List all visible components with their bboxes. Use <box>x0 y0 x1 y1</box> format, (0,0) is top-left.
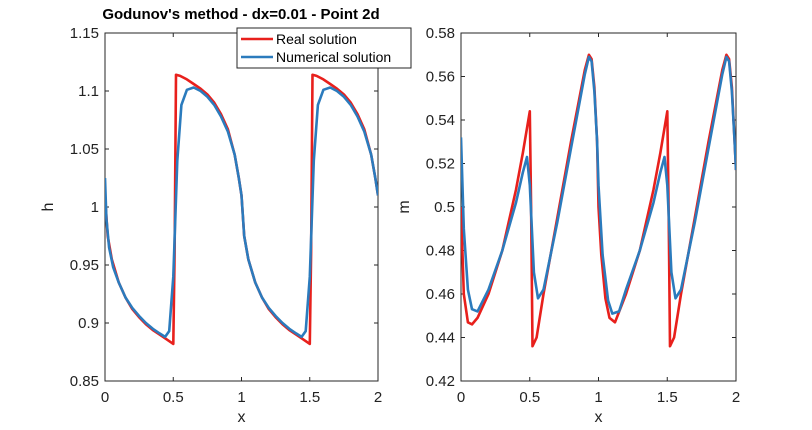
series-line-numerical-m <box>461 55 736 315</box>
y-tick-label: 0.46 <box>426 286 455 303</box>
y-axis-label: h <box>40 203 57 212</box>
x-tick-label: 0.5 <box>163 389 184 406</box>
y-tick-label: 0.42 <box>426 373 455 390</box>
x-tick-label: 2 <box>374 389 382 406</box>
plot-m: 0 0.5 1 1.5 2 0.42 0.44 0.46 0.48 0.5 0.52 0.54 0.56… <box>396 25 740 426</box>
x-tick-label: 2 <box>732 389 740 406</box>
y-tick-label: 1.15 <box>70 25 99 42</box>
y-tick-label: 0.58 <box>426 25 455 42</box>
x-axis-label: x <box>238 409 246 426</box>
y-tick-label: 0.85 <box>70 373 99 390</box>
y-tick-label: 0.95 <box>70 257 99 274</box>
y-tick-label: 0.44 <box>426 330 455 347</box>
y-tick-label: 0.9 <box>78 315 99 332</box>
x-tick-label: 1 <box>237 389 245 406</box>
plot-h: 0 0.5 1 1.5 2 0.85 0.9 0.95 1 1.05 1.1 1.15 x h Goduno… <box>40 6 412 426</box>
y-tick-label: 0.5 <box>434 199 455 216</box>
y-tick-label: 1 <box>91 199 99 216</box>
y-tick-label: 0.54 <box>426 112 455 129</box>
x-tick-label: 0 <box>457 389 465 406</box>
legend: Real solution Numerical solution <box>236 27 412 69</box>
y-tick-label: 1.05 <box>70 141 99 158</box>
legend-label-numerical: Numerical solution <box>276 49 391 65</box>
legend-box <box>236 27 412 69</box>
y-axis-label: m <box>396 200 413 213</box>
y-tick-label: 0.56 <box>426 69 455 86</box>
x-tick-label: 1.5 <box>657 389 678 406</box>
x-tick-label: 0.5 <box>519 389 540 406</box>
chart-title: Godunov's method - dx=0.01 - Point 2d <box>102 6 379 23</box>
y-tick-label: 0.52 <box>426 156 455 173</box>
y-tick-label: 1.1 <box>78 83 99 100</box>
x-tick-label: 0 <box>101 389 109 406</box>
y-tick-label: 0.48 <box>426 243 455 260</box>
legend-label-real: Real solution <box>276 31 357 47</box>
x-tick-label: 1 <box>594 389 602 406</box>
x-axis-label: x <box>595 409 603 426</box>
x-tick-label: 1.5 <box>299 389 320 406</box>
series-line-numerical-h <box>105 86 378 339</box>
